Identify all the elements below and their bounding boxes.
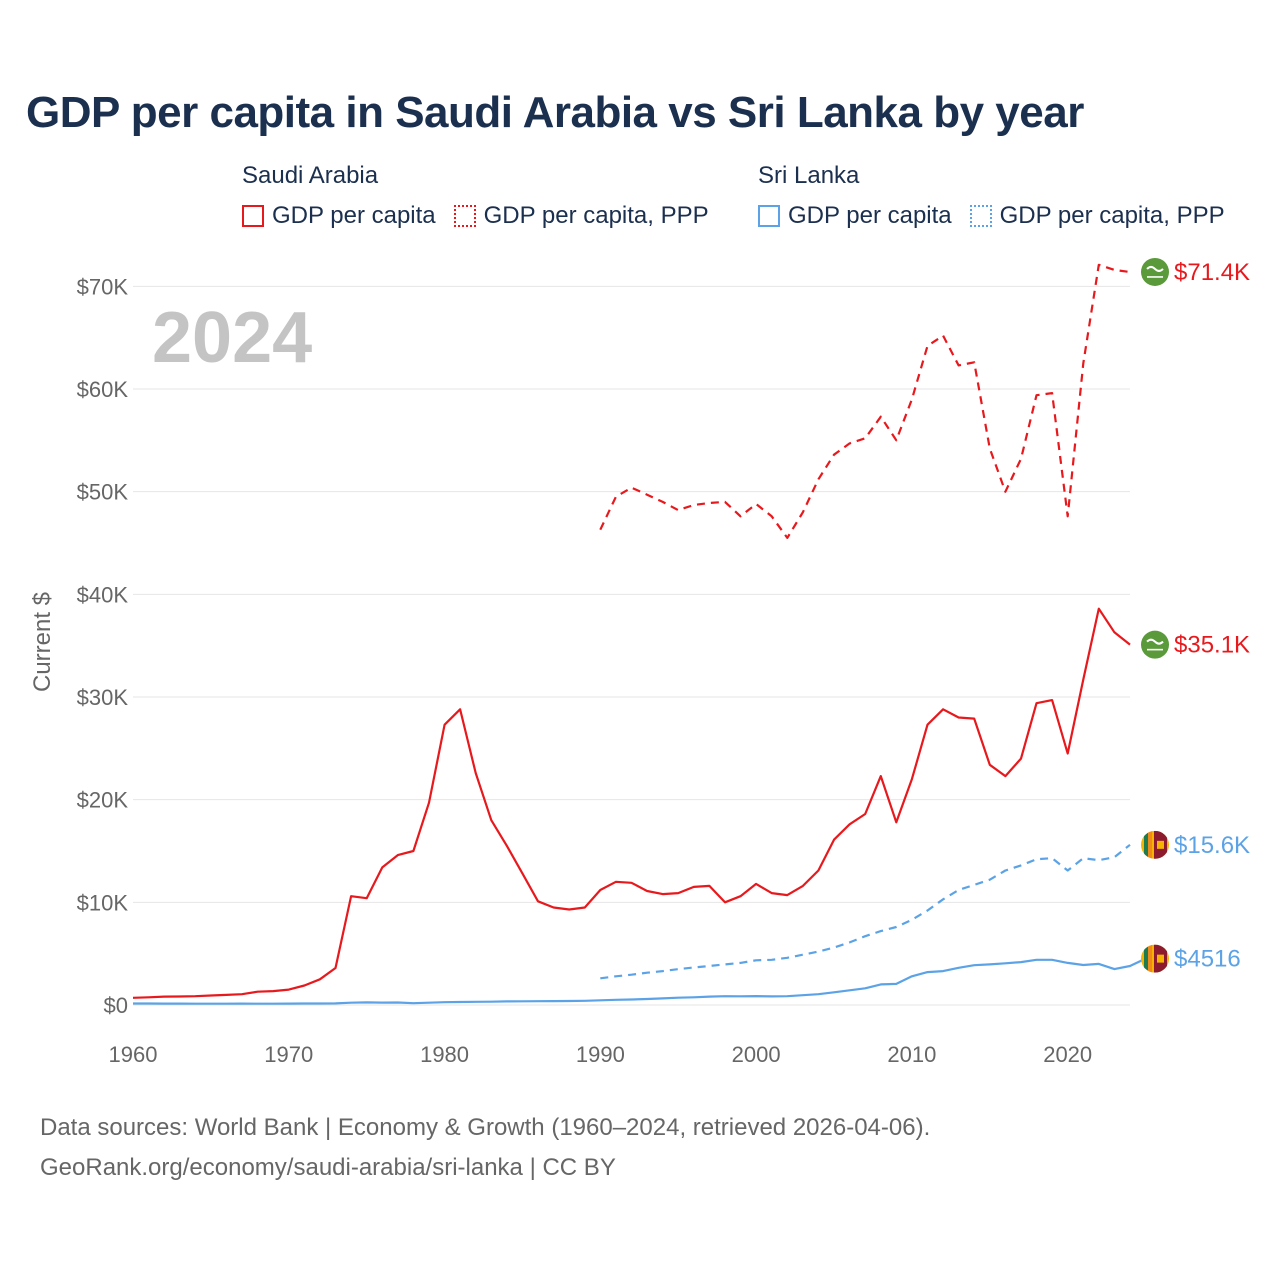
y-tick-label: $70K: [77, 274, 129, 299]
y-tick-label: $0: [104, 993, 128, 1018]
x-tick-label: 2010: [887, 1042, 936, 1067]
legend-item-label: GDP per capita: [272, 202, 436, 229]
y-tick-label: $60K: [77, 377, 129, 402]
year-watermark: 2024: [152, 298, 312, 378]
saudi-arabia-flag-icon: [1141, 630, 1169, 659]
y-axis: $0 $10K $20K $30K $40K $50K $60K $70K: [77, 274, 129, 1018]
series-lines: [132, 263, 1147, 1005]
legend-swatch-solid-icon: [242, 205, 264, 227]
flag-circle: [1141, 630, 1169, 659]
series-end-label: $35.1K: [1174, 632, 1250, 659]
sri-lanka-flag-icon: [1141, 830, 1169, 859]
legend-country-label: Saudi Arabia: [242, 162, 379, 189]
legend-item-label: GDP per capita: [788, 202, 952, 229]
legend-swatch-dotted-icon: [969, 205, 992, 227]
x-tick-label: 1960: [109, 1042, 158, 1067]
series-line[interactable]: [599, 263, 1131, 540]
grid-lines: [133, 285, 1130, 1006]
flag-script: [1146, 265, 1164, 272]
chart-title: GDP per capita in Saudi Arabia vs Sri La…: [26, 88, 1084, 137]
x-axis: 1960 1970 1980 1990 2000 2010 2020: [109, 1042, 1093, 1067]
legend-sri-lanka: Sri Lanka GDP per capita GDP per capita,…: [758, 162, 1243, 230]
legend-item-lk-gdp-ppp[interactable]: GDP per capita, PPP: [969, 202, 1225, 230]
footer-sources: Data sources: World Bank | Economy & Gro…: [40, 1114, 931, 1141]
series-end-label: $4516: [1174, 946, 1241, 973]
footer-attribution: GeoRank.org/economy/saudi-arabia/sri-lan…: [40, 1154, 616, 1181]
sri-lanka-flag-icon: [1141, 944, 1169, 973]
y-tick-label: $40K: [77, 582, 129, 607]
series-line[interactable]: [133, 957, 1147, 1005]
y-tick-label: $50K: [77, 480, 129, 505]
y-axis-label: Current $: [29, 592, 56, 692]
flag-stripe-orange: [1148, 830, 1152, 859]
x-tick-label: 1980: [420, 1042, 469, 1067]
y-tick-label: $20K: [77, 788, 129, 813]
legend-item-label: GDP per capita, PPP: [483, 202, 709, 229]
series-end-label: $15.6K: [1174, 832, 1250, 859]
legend-country-label: Sri Lanka: [758, 162, 860, 189]
saudi-arabia-flag-icon: [1141, 257, 1169, 286]
legend-swatch-dotted-icon: [453, 205, 476, 227]
flag-stripe-orange: [1148, 944, 1152, 973]
y-tick-label: $30K: [77, 685, 129, 710]
y-tick-label: $10K: [77, 890, 129, 915]
legend-item-lk-gdp[interactable]: GDP per capita: [758, 202, 952, 230]
flag-lion: [1157, 840, 1164, 849]
series-line[interactable]: [132, 607, 1131, 999]
legend-saudi-arabia: Saudi Arabia GDP per capita GDP per capi…: [242, 162, 727, 230]
x-tick-label: 2000: [732, 1042, 781, 1067]
legend-swatch-solid-icon: [758, 205, 780, 227]
footer: Data sources: World Bank | Economy & Gro…: [40, 1108, 930, 1188]
x-tick-label: 2020: [1043, 1042, 1092, 1067]
flag-script: [1146, 638, 1164, 645]
flag-stripe-green: [1144, 830, 1148, 859]
series-end-labels: $35.1K $71.4K $4516 $15.6K: [1141, 257, 1250, 973]
legend-item-sa-gdp-ppp[interactable]: GDP per capita, PPP: [453, 202, 709, 230]
series-line[interactable]: [600, 843, 1131, 980]
series-end-label: $71.4K: [1174, 259, 1250, 286]
legend-item-sa-gdp[interactable]: GDP per capita: [242, 202, 436, 230]
flag-circle: [1141, 257, 1169, 286]
flag-stripe-green: [1144, 944, 1148, 973]
flag-lion: [1157, 954, 1164, 963]
legend-item-label: GDP per capita, PPP: [999, 202, 1225, 229]
x-tick-label: 1990: [576, 1042, 625, 1067]
x-tick-label: 1970: [264, 1042, 313, 1067]
